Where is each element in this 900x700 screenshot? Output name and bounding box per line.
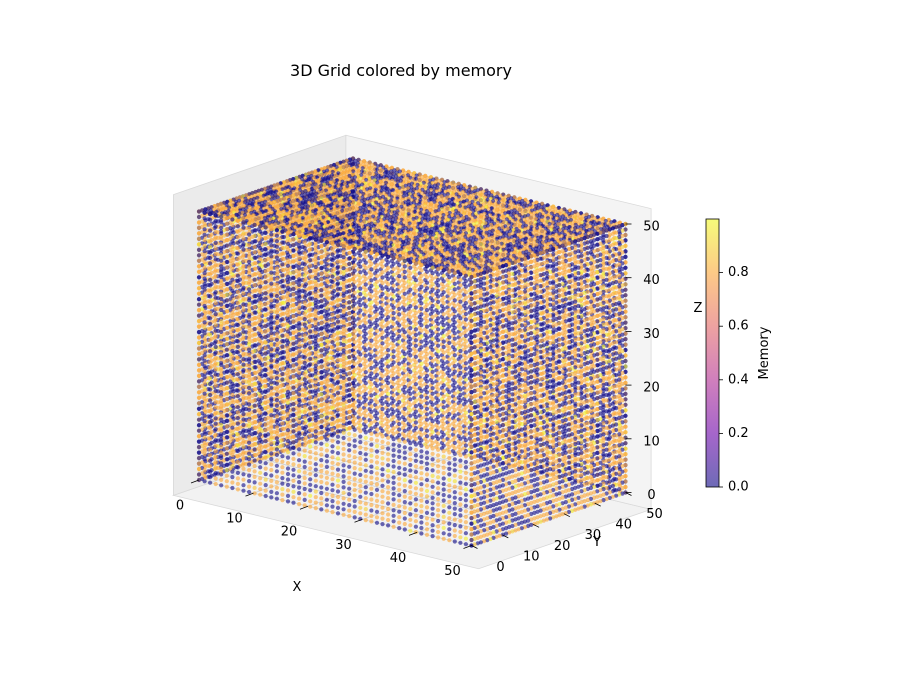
gridline-x-floor	[307, 452, 463, 507]
data-points	[196, 156, 628, 548]
chart-title: 3D Grid colored by memory	[290, 61, 512, 80]
